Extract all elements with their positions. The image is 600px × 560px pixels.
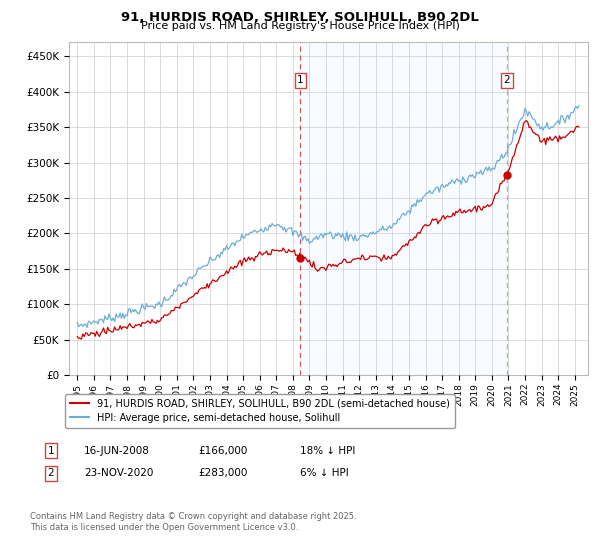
Text: £283,000: £283,000: [198, 468, 247, 478]
Text: £166,000: £166,000: [198, 446, 247, 456]
Text: 91, HURDIS ROAD, SHIRLEY, SOLIHULL, B90 2DL: 91, HURDIS ROAD, SHIRLEY, SOLIHULL, B90 …: [121, 11, 479, 24]
Text: 18% ↓ HPI: 18% ↓ HPI: [300, 446, 355, 456]
Text: Contains HM Land Registry data © Crown copyright and database right 2025.
This d: Contains HM Land Registry data © Crown c…: [30, 512, 356, 532]
Text: Price paid vs. HM Land Registry's House Price Index (HPI): Price paid vs. HM Land Registry's House …: [140, 21, 460, 31]
Text: 1: 1: [47, 446, 55, 456]
Bar: [301, 42, 507, 375]
Text: 1: 1: [297, 75, 304, 85]
Text: 2: 2: [503, 75, 510, 85]
Text: 6% ↓ HPI: 6% ↓ HPI: [300, 468, 349, 478]
Text: 23-NOV-2020: 23-NOV-2020: [84, 468, 154, 478]
Legend: 91, HURDIS ROAD, SHIRLEY, SOLIHULL, B90 2DL (semi-detached house), HPI: Average : 91, HURDIS ROAD, SHIRLEY, SOLIHULL, B90 …: [65, 394, 455, 428]
Text: 16-JUN-2008: 16-JUN-2008: [84, 446, 150, 456]
Text: 2: 2: [47, 468, 55, 478]
